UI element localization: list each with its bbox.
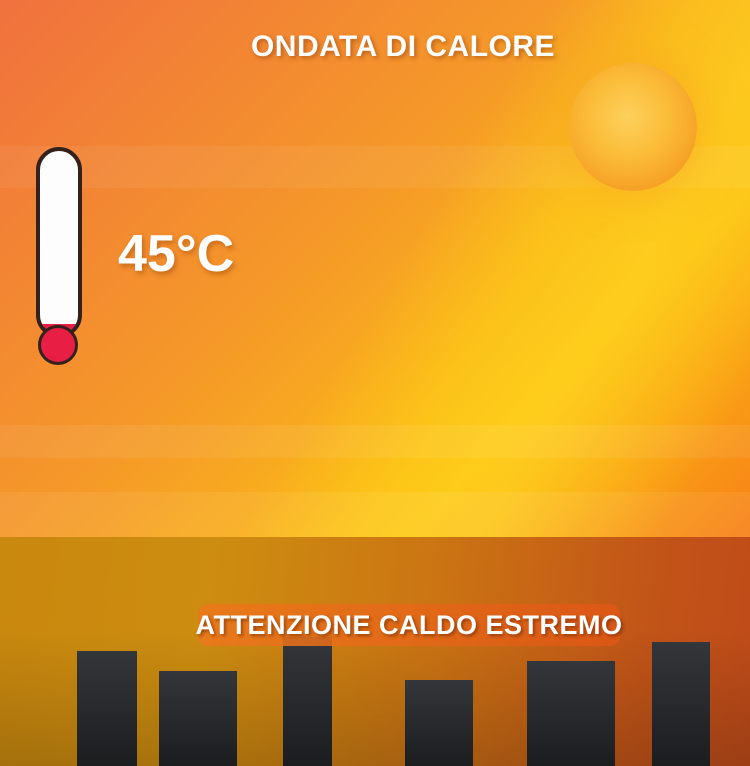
building-silhouette <box>159 671 237 766</box>
building-silhouette <box>405 680 473 766</box>
building-silhouette <box>652 642 710 766</box>
sun-icon <box>569 63 697 191</box>
thermometer-bulb <box>38 325 78 365</box>
sky-light-stripe <box>0 492 750 537</box>
sky-light-stripe <box>0 425 750 458</box>
building-silhouette <box>527 661 615 766</box>
building-silhouette <box>77 651 137 766</box>
warning-banner: ATTENZIONE CALDO ESTREMO <box>195 604 623 646</box>
temperature-value: 45°C <box>118 225 235 283</box>
warning-banner-label: ATTENZIONE CALDO ESTREMO <box>195 609 623 640</box>
page-title: ONDATA DI CALORE <box>250 30 556 63</box>
thermometer-icon <box>36 147 82 338</box>
building-silhouette <box>283 637 332 766</box>
ground-horizon <box>0 537 750 766</box>
